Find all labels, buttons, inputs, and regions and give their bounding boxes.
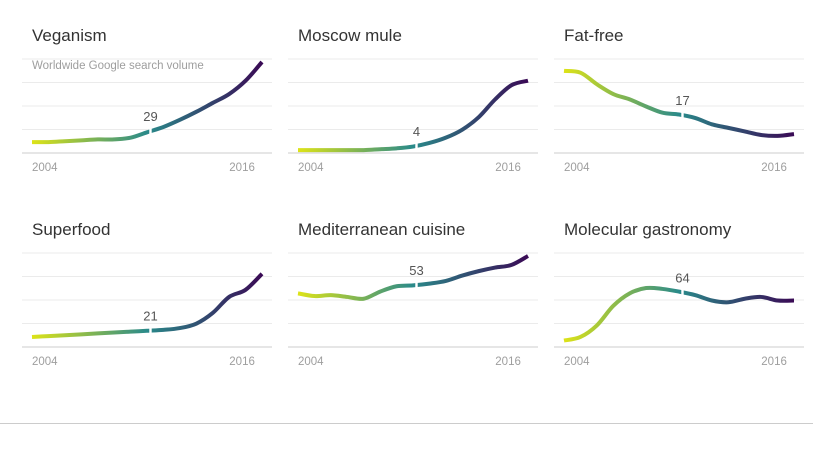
highlight-marker <box>415 142 418 150</box>
highlight-value-label: 53 <box>409 263 423 278</box>
line-chart: 2004 2016 17 <box>554 58 804 174</box>
series-line <box>31 272 264 339</box>
highlight-marker <box>681 288 684 296</box>
series-line <box>297 254 529 301</box>
chart-panel-fat-free: Fat-free 2004 2016 17 <box>554 22 820 212</box>
chart-panel-mediterranean-cuisine: Mediterranean cuisine 2004 2016 53 <box>288 216 554 406</box>
chart-panel-molecular-gastronomy: Molecular gastronomy 2004 2016 64 <box>554 216 820 406</box>
x-tick-label: 2004 <box>32 162 58 174</box>
x-tick-label: 2016 <box>229 356 255 368</box>
highlight-value-label: 17 <box>675 93 689 108</box>
highlight-value-label: 29 <box>143 109 157 124</box>
line-chart: 2004 2016 53 <box>288 252 538 368</box>
chart-title: Superfood <box>32 220 111 239</box>
x-tick-label: 2004 <box>564 356 590 368</box>
x-tick-label: 2004 <box>32 356 58 368</box>
chart-title: Fat-free <box>564 26 624 45</box>
x-tick-label: 2004 <box>298 162 324 174</box>
chart-title: Veganism <box>32 26 107 45</box>
highlight-marker <box>149 327 152 335</box>
chart-subtitle: Worldwide Google search volume <box>32 60 204 72</box>
x-tick-label: 2016 <box>229 162 255 174</box>
x-tick-label: 2016 <box>495 162 521 174</box>
line-chart: 2004 2016 64 <box>554 252 804 368</box>
x-tick-label: 2004 <box>298 356 324 368</box>
chart-title: Mediterranean cuisine <box>298 220 466 239</box>
series-line <box>563 285 795 343</box>
x-tick-label: 2004 <box>564 162 590 174</box>
chart-panel-veganism: Veganism Worldwide Google search volume 20… <box>22 22 288 212</box>
highlight-value-label: 64 <box>675 270 689 285</box>
chart-panel-superfood: Superfood 2004 2016 21 <box>22 216 288 406</box>
chart-title: Moscow mule <box>298 26 402 45</box>
highlight-marker <box>415 281 418 289</box>
x-tick-label: 2016 <box>761 162 787 174</box>
x-tick-label: 2016 <box>761 356 787 368</box>
series-line <box>298 78 529 153</box>
bottom-divider <box>0 423 813 424</box>
highlight-marker <box>681 111 684 119</box>
line-chart: 2004 2016 29 <box>22 58 272 174</box>
line-chart: 2004 2016 21 <box>22 252 272 368</box>
highlight-value-label: 21 <box>143 309 157 324</box>
x-tick-label: 2016 <box>495 356 521 368</box>
series-line <box>31 60 264 145</box>
highlight-marker <box>149 127 152 135</box>
line-chart: 2004 2016 4 <box>288 58 538 174</box>
highlight-value-label: 4 <box>413 124 420 139</box>
series-line <box>563 68 795 138</box>
chart-panel-moscow-mule: Moscow mule 2004 2016 4 <box>288 22 554 212</box>
chart-title: Molecular gastronomy <box>564 220 732 239</box>
